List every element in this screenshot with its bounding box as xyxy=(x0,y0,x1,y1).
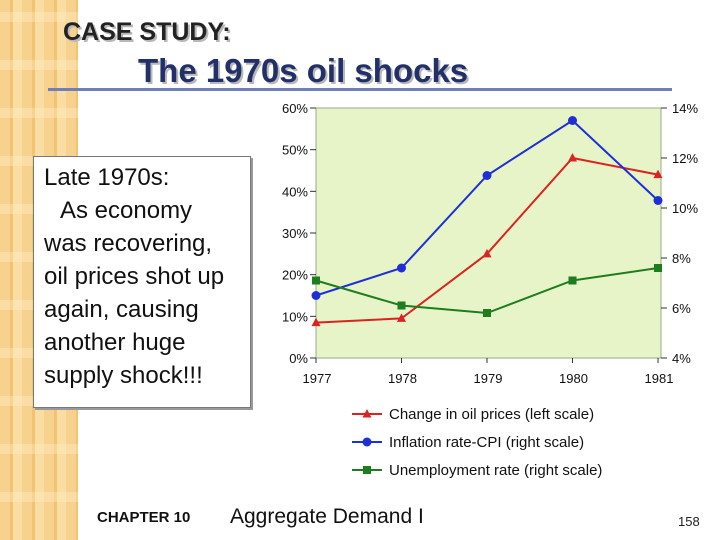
right-axis-tick-label: 4% xyxy=(672,351,691,366)
data-point-square xyxy=(654,264,662,272)
text-line: Late 1970s: xyxy=(44,164,170,191)
case-study-label: CASE STUDY: xyxy=(63,18,231,46)
x-axis-tick-label: 1977 xyxy=(303,371,332,386)
right-axis-tick-label: 6% xyxy=(672,301,691,316)
data-point-square xyxy=(312,276,320,285)
x-axis-tick-label: 1979 xyxy=(474,371,503,386)
footer-chapter: CHAPTER 10 xyxy=(97,509,191,526)
left-axis-tick-label: 10% xyxy=(282,309,308,324)
right-axis-tick-label: 12% xyxy=(672,151,698,166)
left-axis-tick-label: 40% xyxy=(282,184,308,199)
data-point-square xyxy=(483,309,491,317)
data-point-triangle xyxy=(397,313,406,322)
data-point-triangle xyxy=(653,169,663,179)
right-axis-tick-label: 8% xyxy=(672,251,691,266)
legend-label: Inflation rate-CPI (right scale) xyxy=(389,434,584,451)
legend-marker xyxy=(363,466,371,474)
left-axis-tick-label: 30% xyxy=(282,226,308,241)
data-point-circle xyxy=(397,263,406,273)
text-line: another huge xyxy=(44,329,186,356)
footer-title: Aggregate Demand I xyxy=(230,505,424,528)
text-line: was recovering, xyxy=(44,230,213,257)
data-point-triangle xyxy=(482,248,492,258)
text-line: supply shock!!! xyxy=(44,362,203,389)
data-point-square xyxy=(397,301,406,310)
left-axis-tick-label: 60% xyxy=(282,101,308,116)
x-axis-tick-label: 1981 xyxy=(645,371,674,386)
data-point-triangle xyxy=(311,317,321,327)
text-line: As economy xyxy=(60,197,193,224)
right-axis-tick-label: 14% xyxy=(672,101,698,116)
text-box: Late 1970s: As economy was recovering, o… xyxy=(33,156,251,408)
legend-marker xyxy=(362,437,372,447)
x-axis-tick-label: 1978 xyxy=(388,371,417,386)
text-line: oil prices shot up xyxy=(44,263,225,290)
legend-marker xyxy=(362,409,372,418)
data-point-circle xyxy=(311,291,321,300)
left-axis-tick-label: 50% xyxy=(282,143,308,158)
data-point-square xyxy=(568,276,577,285)
data-point-circle xyxy=(653,196,663,205)
text-line: again, causing xyxy=(44,296,199,323)
data-point-circle xyxy=(482,171,492,180)
right-axis-tick-label: 10% xyxy=(672,201,698,216)
legend-label: Unemployment rate (right scale) xyxy=(389,462,602,479)
slide-title: The 1970s oil shocks xyxy=(138,52,469,89)
title-divider xyxy=(48,88,672,91)
legend-label: Change in oil prices (left scale) xyxy=(389,406,594,423)
x-axis-tick-label: 1980 xyxy=(559,371,588,386)
data-point-triangle xyxy=(568,153,577,162)
left-axis-tick-label: 20% xyxy=(282,268,308,283)
page-number: 158 xyxy=(678,514,700,529)
left-axis-tick-label: 0% xyxy=(289,351,308,366)
data-point-circle xyxy=(568,116,577,125)
